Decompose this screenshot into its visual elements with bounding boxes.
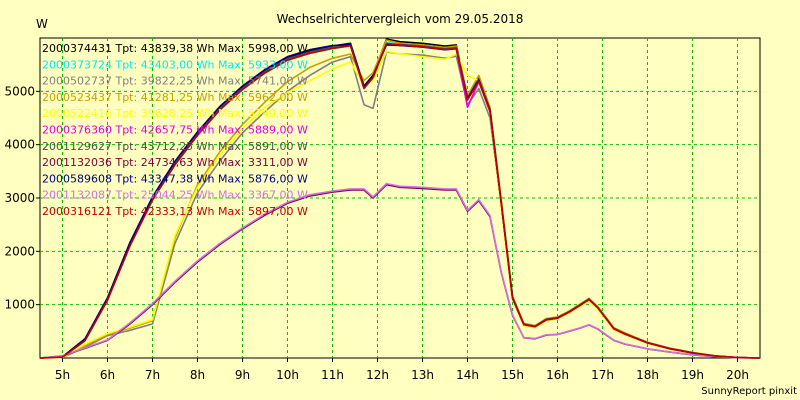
x-tick-label: 9h	[235, 368, 250, 382]
x-tick-label: 11h	[321, 368, 344, 382]
legend-entry-10: 2001132087 Tpt: 25044,25 Wh Max: 3367,00…	[42, 189, 308, 202]
series-lines	[39, 38, 761, 359]
x-tick-label: 20h	[726, 368, 749, 382]
y-tick-label: 2000	[4, 244, 35, 258]
series-line-10	[39, 182, 761, 359]
y-tick-label: 3000	[4, 191, 35, 205]
x-tick-label: 13h	[411, 368, 434, 382]
footer-credit: SunnyReport pinxit	[701, 386, 797, 397]
legend-entry-7: 2001129627 Tpt: 43712,25 Wh Max: 5891,00…	[42, 140, 308, 153]
x-tick-label: 7h	[145, 368, 160, 382]
x-tick-label: 6h	[100, 368, 115, 382]
series-line-11	[39, 42, 761, 359]
x-tick-label: 12h	[366, 368, 389, 382]
y-tick-label: 5000	[4, 84, 35, 98]
y-tick-label: 1000	[4, 298, 35, 312]
y-tick-label: 4000	[4, 138, 35, 152]
legend-entry-3: 2000502737 Tpt: 39822,25 Wh Max: 5741,00…	[42, 75, 308, 88]
legend-entry-2: 2000373724 Tpt: 43403,00 Wh Max: 5933,00…	[42, 58, 308, 71]
legend-entry-9: 2000589608 Tpt: 43347,38 Wh Max: 5876,00…	[42, 172, 308, 185]
x-tick-label: 8h	[190, 368, 205, 382]
x-tick-label: 5h	[55, 368, 70, 382]
x-axis: 5h 6h 7h 8h 9h 10h 11h 12h 13h 14h 15h 16h 17h 18h 19h…	[55, 358, 749, 382]
legend: 2000374431 Tpt: 43839,38 Wh Max: 5998,00…	[42, 42, 308, 218]
legend-entry-1: 2000374431 Tpt: 43839,38 Wh Max: 5998,00…	[42, 42, 308, 55]
series-line-5	[39, 50, 761, 359]
x-tick-label: 19h	[681, 368, 704, 382]
legend-entry-5: 2000522416 Tpt: 39628,25 Wh Max: 5749,00…	[42, 107, 308, 120]
x-tick-label: 18h	[636, 368, 659, 382]
chart-title: Wechselrichtervergleich vom 29.05.2018	[277, 12, 524, 26]
legend-entry-11: 2000316121 Tpt: 42333,13 Wh Max: 5897,00…	[42, 205, 308, 218]
legend-entry-4: 2000523437 Tpt: 41281,25 Wh Max: 5962,00…	[42, 91, 308, 104]
x-tick-label: 14h	[456, 368, 479, 382]
x-tick-label: 16h	[546, 368, 569, 382]
legend-entry-6: 2000376360 Tpt: 42657,75 Wh Max: 5889,00…	[42, 124, 308, 137]
x-tick-label: 17h	[591, 368, 614, 382]
y-axis-unit: W	[36, 17, 48, 31]
x-tick-label: 10h	[276, 368, 299, 382]
x-tick-label: 15h	[501, 368, 524, 382]
y-axis: 1000 2000 3000 4000 5000	[4, 84, 40, 312]
legend-entry-8: 2001132036 Tpt: 24734,63 Wh Max: 3311,00…	[42, 156, 308, 169]
